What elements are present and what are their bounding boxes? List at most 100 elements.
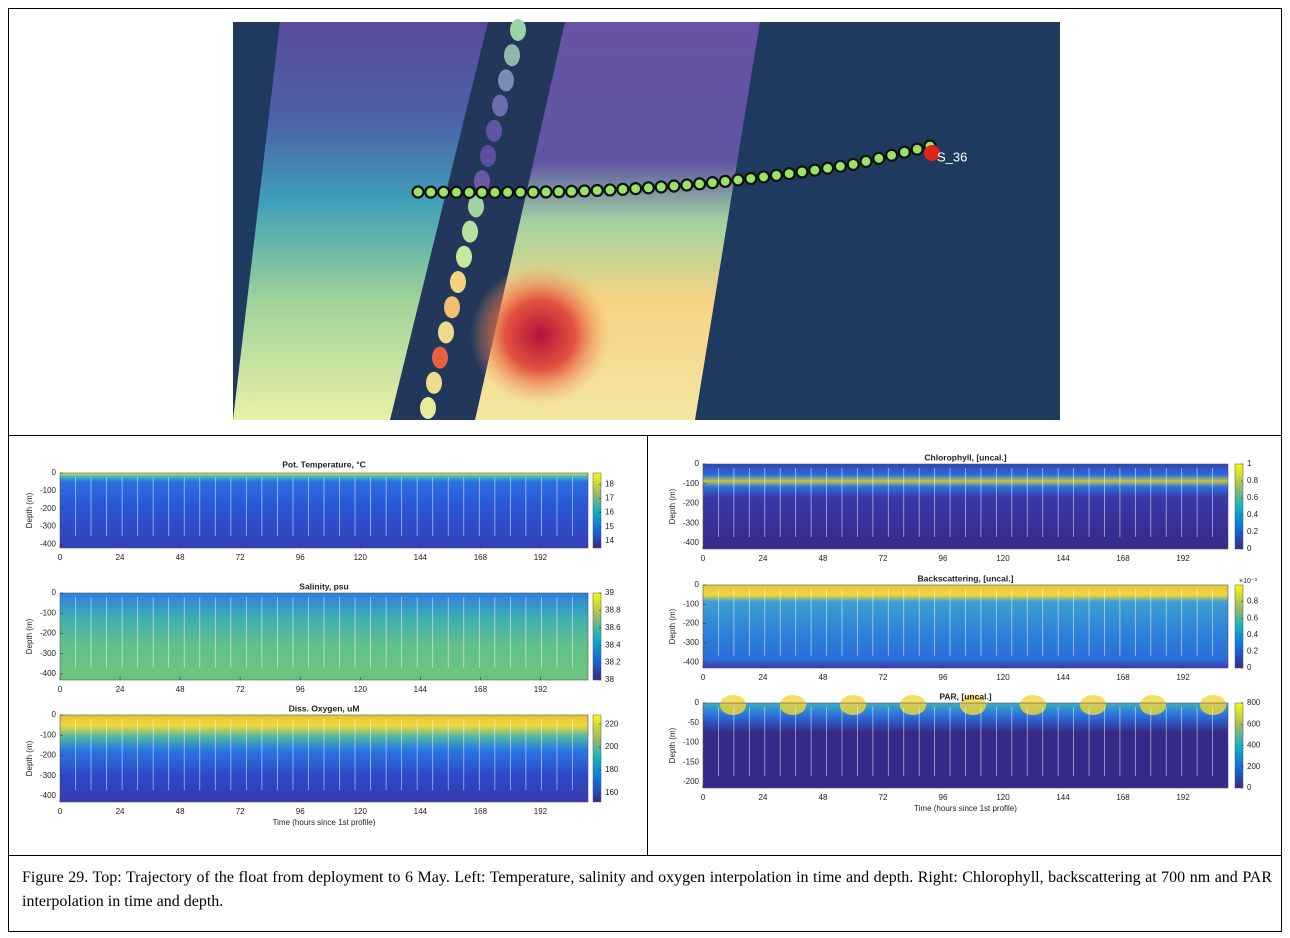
x-tick-label: 144 bbox=[1056, 673, 1070, 682]
x-tick-label: 144 bbox=[1056, 793, 1070, 802]
float-position bbox=[424, 185, 438, 199]
x-axis-label: Time (hours since 1st profile) bbox=[914, 804, 1017, 813]
x-tick-label: 144 bbox=[414, 553, 428, 562]
hotspot bbox=[470, 265, 610, 405]
y-tick-label: -100 bbox=[40, 486, 57, 495]
swath-gap bbox=[390, 22, 565, 420]
float-position bbox=[680, 178, 694, 192]
float-position bbox=[501, 185, 515, 199]
y-tick-label: -400 bbox=[683, 657, 700, 666]
x-tick-label: 96 bbox=[939, 793, 948, 802]
float-position bbox=[513, 185, 528, 199]
x-tick-label: 168 bbox=[474, 553, 488, 562]
y-tick-label: -100 bbox=[40, 730, 57, 739]
x-tick-label: 24 bbox=[759, 554, 768, 563]
y-tick-label: 0 bbox=[52, 710, 57, 719]
x-tick-label: 144 bbox=[414, 685, 428, 694]
panel-title: Backscattering, [uncal.] bbox=[918, 573, 1014, 583]
x-tick-label: 168 bbox=[474, 807, 488, 816]
y-tick-label: 0 bbox=[695, 698, 700, 707]
marker-label: S_36 bbox=[937, 149, 967, 164]
panel-title: Pot. Temperature, °C bbox=[282, 459, 366, 469]
float-position bbox=[641, 181, 656, 195]
x-tick-label: 24 bbox=[759, 673, 768, 682]
x-tick-label: 72 bbox=[879, 554, 888, 563]
float-position bbox=[468, 195, 484, 218]
x-tick-label: 96 bbox=[939, 554, 948, 563]
y-tick-label: -300 bbox=[40, 771, 57, 780]
float-position bbox=[782, 167, 796, 181]
colorbar-tick-label: 0.6 bbox=[1247, 613, 1259, 622]
light-peak bbox=[1079, 695, 1107, 715]
x-tick-label: 96 bbox=[296, 685, 305, 694]
light-peak bbox=[1139, 695, 1167, 715]
colorbar-tick-label: 15 bbox=[605, 522, 614, 531]
y-tick-label: 0 bbox=[52, 468, 57, 477]
x-tick-label: 48 bbox=[819, 673, 828, 682]
x-axis-label: Time (hours since 1st profile) bbox=[273, 818, 376, 827]
float-position bbox=[795, 165, 809, 179]
float-position bbox=[486, 119, 502, 142]
float-last-position bbox=[924, 145, 940, 161]
float-position bbox=[462, 185, 476, 199]
y-tick-label: -150 bbox=[683, 757, 700, 766]
x-tick-label: 0 bbox=[701, 554, 706, 563]
y-tick-label: -400 bbox=[40, 791, 57, 800]
y-axis-label: Depth (m) bbox=[668, 608, 677, 644]
x-tick-label: 72 bbox=[879, 793, 888, 802]
x-tick-label: 168 bbox=[1116, 673, 1130, 682]
y-tick-label: -100 bbox=[683, 479, 700, 488]
float-position bbox=[420, 397, 436, 419]
float-position bbox=[808, 163, 822, 177]
colorbar-tick-label: 38.4 bbox=[605, 640, 621, 649]
x-tick-label: 192 bbox=[1176, 673, 1190, 682]
x-tick-label: 72 bbox=[879, 673, 888, 682]
colorbar-tick-label: 39 bbox=[605, 588, 614, 597]
colorbar-tick-label: 220 bbox=[605, 719, 619, 728]
float-position bbox=[744, 171, 758, 186]
axes-box bbox=[59, 714, 589, 803]
x-tick-label: 72 bbox=[236, 685, 245, 694]
colorbar-tick-label: 160 bbox=[605, 788, 619, 797]
x-tick-label: 120 bbox=[354, 807, 368, 816]
x-tick-label: 144 bbox=[414, 807, 428, 816]
x-tick-label: 192 bbox=[1176, 793, 1190, 802]
colorbar-tick-label: 14 bbox=[605, 536, 614, 545]
y-tick-label: 0 bbox=[52, 588, 57, 597]
y-tick-label: -300 bbox=[683, 518, 700, 527]
float-position bbox=[474, 170, 490, 193]
float-position bbox=[564, 184, 579, 198]
float-position bbox=[705, 176, 720, 190]
light-peak bbox=[719, 695, 747, 715]
colorbar-tick-label: 200 bbox=[605, 742, 619, 751]
x-tick-label: 192 bbox=[534, 553, 548, 562]
colorbar-tick-label: 38.8 bbox=[605, 606, 621, 615]
y-axis-label: Depth (m) bbox=[668, 727, 677, 763]
float-position bbox=[731, 173, 745, 187]
x-tick-label: 168 bbox=[1116, 793, 1130, 802]
y-tick-label: -200 bbox=[683, 619, 700, 628]
colorbar-tick-label: 16 bbox=[605, 508, 614, 517]
x-tick-label: 144 bbox=[1056, 554, 1070, 563]
heatmap-panel: Pot. Temperature, °C Depth (m) 0 -100 -200 -3… bbox=[25, 459, 614, 562]
float-position bbox=[552, 185, 566, 199]
float-position bbox=[438, 321, 454, 344]
float-position bbox=[526, 185, 540, 199]
x-tick-label: 48 bbox=[176, 685, 185, 694]
colorbar-tick-label: 18 bbox=[605, 479, 614, 488]
y-tick-label: -200 bbox=[683, 499, 700, 508]
panel-title: Chlorophyll, [uncal.] bbox=[924, 452, 1006, 462]
x-tick-label: 192 bbox=[534, 685, 548, 694]
colorbar-tick-label: 0 bbox=[1247, 663, 1252, 672]
x-tick-label: 0 bbox=[58, 685, 63, 694]
float-position bbox=[475, 185, 489, 199]
y-tick-label: -200 bbox=[40, 751, 57, 760]
float-position bbox=[510, 19, 526, 41]
float-position bbox=[504, 44, 520, 67]
float-position bbox=[833, 159, 848, 173]
colorbar-tick-label: 400 bbox=[1247, 741, 1261, 750]
x-tick-label: 48 bbox=[819, 554, 828, 563]
float-position bbox=[492, 94, 508, 117]
